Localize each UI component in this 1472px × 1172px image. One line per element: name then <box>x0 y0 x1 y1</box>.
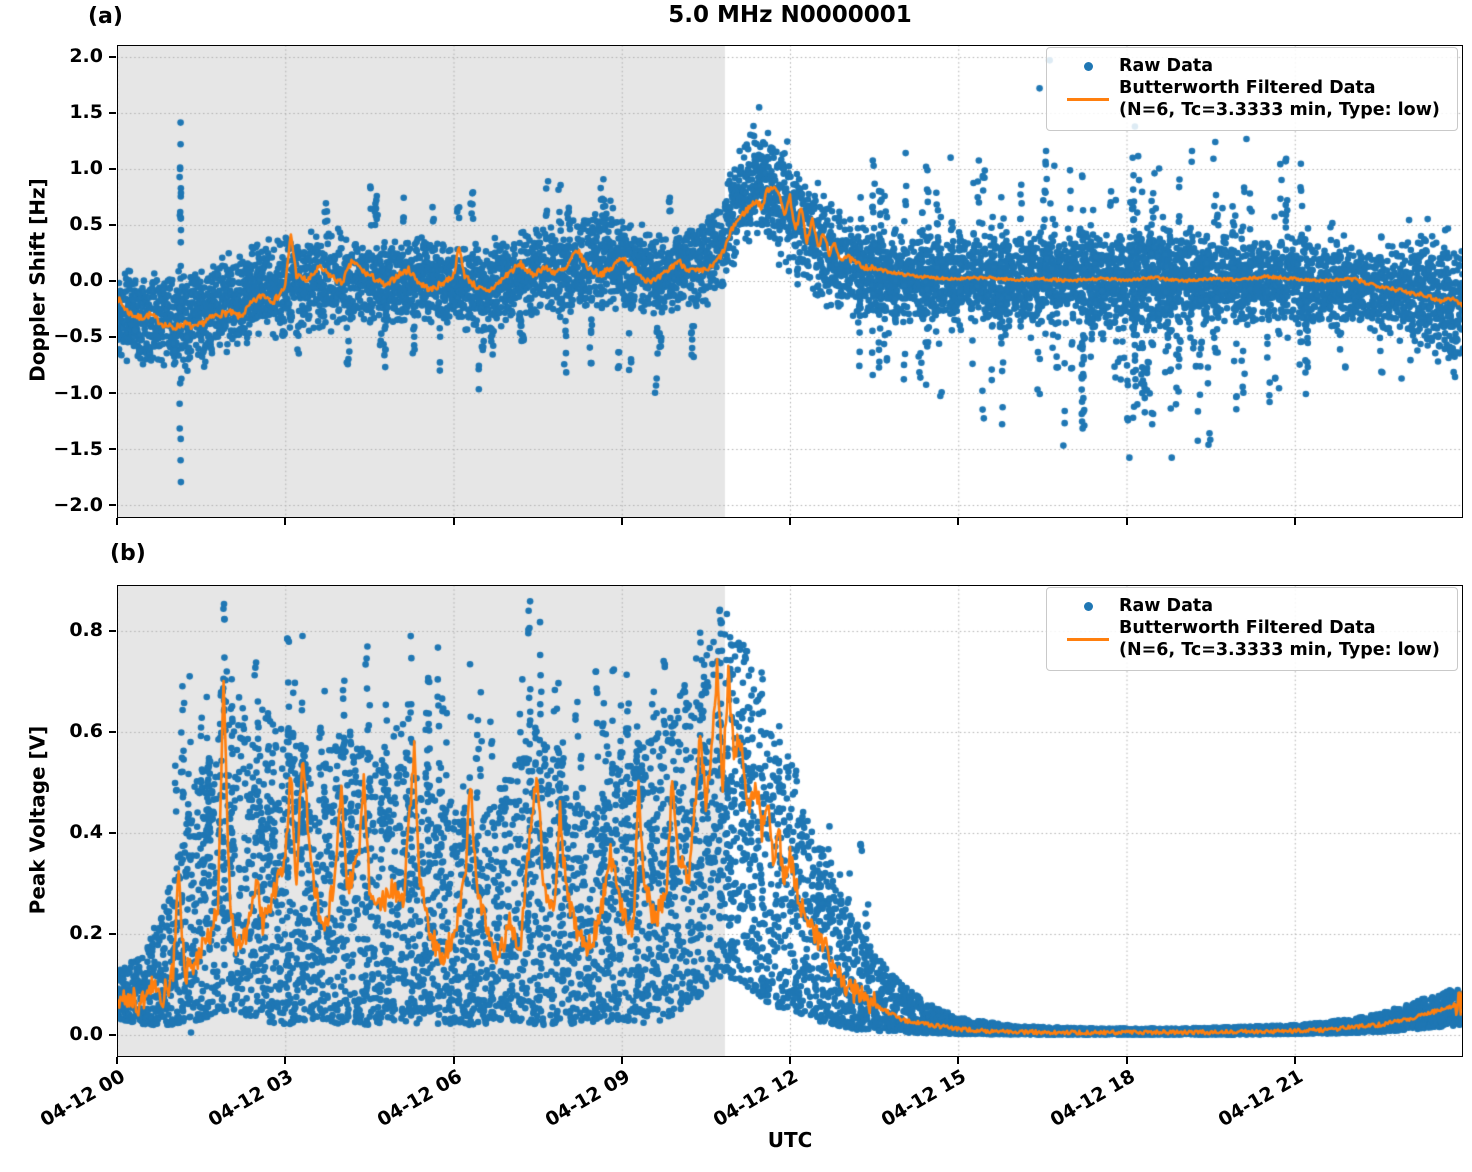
y-tick-mark <box>109 629 116 632</box>
x-tick-mark <box>1125 1057 1128 1064</box>
legend-raw-entry: Raw Data <box>1057 596 1447 617</box>
x-tick-mark <box>116 518 118 525</box>
legend-raw-label: Raw Data <box>1119 56 1214 76</box>
x-tick-label: 04-12 18 <box>1046 1065 1139 1132</box>
raw-data-marker-icon <box>1057 62 1119 72</box>
y-tick-label: −2.0 <box>53 493 103 516</box>
y-tick-mark <box>109 167 116 170</box>
legend-filtered-entry: Butterworth Filtered Data (N=6, Tc=3.333… <box>1057 78 1447 121</box>
x-tick-mark <box>1293 1057 1296 1064</box>
x-tick-mark <box>789 518 791 525</box>
panel-a-tag: (a) <box>88 4 123 29</box>
y-tick-label: 0.8 <box>69 619 103 642</box>
x-tick-label: 04-12 09 <box>541 1065 634 1132</box>
y-tick-mark <box>109 932 116 935</box>
legend-filtered-entry: Butterworth Filtered Data (N=6, Tc=3.333… <box>1057 618 1447 661</box>
y-tick-label: 0.0 <box>69 269 103 292</box>
legend-panel-b: Raw Data Butterworth Filtered Data (N=6,… <box>1046 587 1458 672</box>
x-tick-mark <box>452 518 455 525</box>
filtered-line-marker-icon <box>1057 97 1119 102</box>
y-tick-label: 0.0 <box>69 1023 103 1046</box>
y-tick-mark <box>109 504 116 506</box>
y-tick-mark <box>109 55 116 58</box>
x-tick-label: 04-12 06 <box>373 1065 466 1132</box>
legend-filtered-label-line2: (N=6, Tc=3.3333 min, Type: low) <box>1119 99 1440 120</box>
x-tick-mark <box>957 1057 960 1064</box>
x-tick-mark <box>620 1057 623 1064</box>
y-tick-label: 1.5 <box>69 101 103 124</box>
y-tick-mark <box>109 448 116 450</box>
x-tick-mark <box>452 1057 455 1064</box>
legend-raw-label: Raw Data <box>1119 596 1214 616</box>
x-tick-label: 04-12 21 <box>1214 1065 1307 1132</box>
y-tick-mark <box>109 392 116 394</box>
y-tick-mark <box>109 223 116 226</box>
x-tick-mark <box>789 1057 791 1064</box>
panel-b-tag: (b) <box>110 541 146 566</box>
x-tick-mark <box>957 518 960 525</box>
x-tick-mark <box>284 1057 287 1064</box>
y-tick-mark <box>109 279 116 282</box>
y-tick-mark <box>109 111 116 114</box>
panel-b-ylabel: Peak Voltage [V] <box>25 725 50 915</box>
x-tick-mark <box>116 1057 118 1064</box>
legend-raw-entry: Raw Data <box>1057 56 1447 77</box>
y-tick-label: −0.5 <box>53 325 103 348</box>
y-tick-mark <box>109 831 116 834</box>
y-tick-mark <box>109 1033 116 1036</box>
y-tick-label: 2.0 <box>69 45 103 68</box>
x-tick-label: 04-12 15 <box>877 1065 971 1132</box>
legend-filtered-label-line1: Butterworth Filtered Data <box>1119 618 1376 639</box>
raw-data-marker-icon <box>1057 602 1119 612</box>
x-tick-label: 04-12 12 <box>709 1065 802 1132</box>
x-tick-mark <box>1293 518 1296 525</box>
figure-title: 5.0 MHz N0000001 <box>668 2 912 28</box>
y-tick-label: 0.2 <box>69 922 103 945</box>
x-tick-mark <box>620 518 623 525</box>
x-tick-mark <box>284 518 287 525</box>
x-tick-mark <box>1125 518 1128 525</box>
legend-filtered-label-line2: (N=6, Tc=3.3333 min, Type: low) <box>1119 639 1440 660</box>
filtered-line-marker-icon <box>1057 637 1119 642</box>
x-tick-label: 04-12 03 <box>204 1065 298 1132</box>
y-tick-mark <box>109 730 116 733</box>
x-axis-label: UTC <box>767 1128 813 1152</box>
y-tick-label: 1.0 <box>69 157 103 180</box>
legend-panel-a: Raw Data Butterworth Filtered Data (N=6,… <box>1046 47 1458 132</box>
y-tick-label: 0.6 <box>69 720 103 743</box>
y-tick-label: −1.5 <box>53 437 103 460</box>
y-tick-label: 0.5 <box>69 213 103 236</box>
x-tick-label: 04-12 00 <box>36 1065 129 1132</box>
legend-filtered-label-line1: Butterworth Filtered Data <box>1119 78 1376 99</box>
y-tick-mark <box>109 335 116 338</box>
y-tick-label: −1.0 <box>53 381 103 404</box>
y-tick-label: 0.4 <box>69 821 103 844</box>
